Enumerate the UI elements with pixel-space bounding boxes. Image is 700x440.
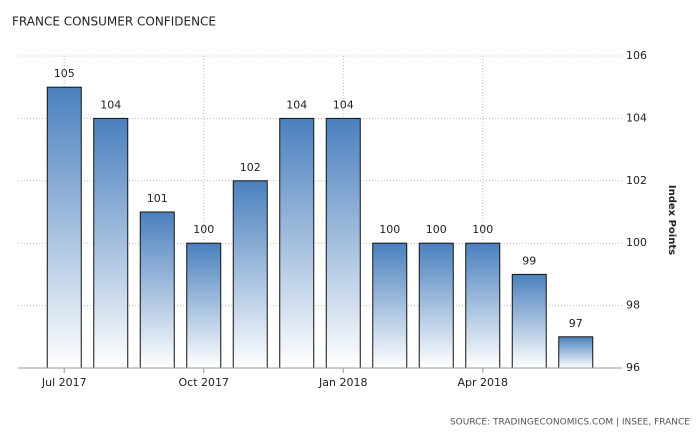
bar xyxy=(325,117,361,369)
value-label: 100 xyxy=(193,223,214,236)
chart-title: FRANCE CONSUMER CONFIDENCE xyxy=(12,15,216,29)
bar xyxy=(558,336,594,369)
bar xyxy=(372,242,408,369)
bar xyxy=(279,117,315,369)
y-axis-label: Index Points xyxy=(666,185,677,255)
value-label: 100 xyxy=(379,223,400,236)
value-label: 97 xyxy=(569,317,583,330)
source: SOURCE: TRADINGECONOMICS.COM | INSEE, FR… xyxy=(450,418,690,428)
value-label: 104 xyxy=(286,98,307,111)
value-label: 99 xyxy=(522,254,536,267)
value-label: 105 xyxy=(54,67,75,80)
y-tick-label: 102 xyxy=(626,174,647,187)
x-tick-label: Apr 2018 xyxy=(457,376,508,389)
x-tick-label: Jul 2017 xyxy=(41,376,87,389)
value-label: 102 xyxy=(240,161,261,174)
y-tick-label: 96 xyxy=(626,361,640,374)
y-tick-label: 106 xyxy=(626,49,647,62)
bar xyxy=(139,211,175,369)
y-tick-label: 104 xyxy=(626,111,647,124)
bar xyxy=(93,117,129,369)
value-label: 101 xyxy=(147,192,168,205)
bar xyxy=(186,242,222,369)
bar xyxy=(465,242,501,369)
bar xyxy=(46,86,82,369)
value-label: 104 xyxy=(100,98,121,111)
x-tick-label: Jan 2018 xyxy=(318,376,367,389)
bar xyxy=(418,242,454,369)
y-tick-label: 100 xyxy=(626,236,647,249)
bar xyxy=(511,273,547,369)
bar xyxy=(232,180,268,369)
value-label: 100 xyxy=(426,223,447,236)
y-tick-label: 98 xyxy=(626,299,640,312)
value-label: 104 xyxy=(333,98,354,111)
value-label: 100 xyxy=(472,223,493,236)
x-tick-label: Oct 2017 xyxy=(178,376,229,389)
